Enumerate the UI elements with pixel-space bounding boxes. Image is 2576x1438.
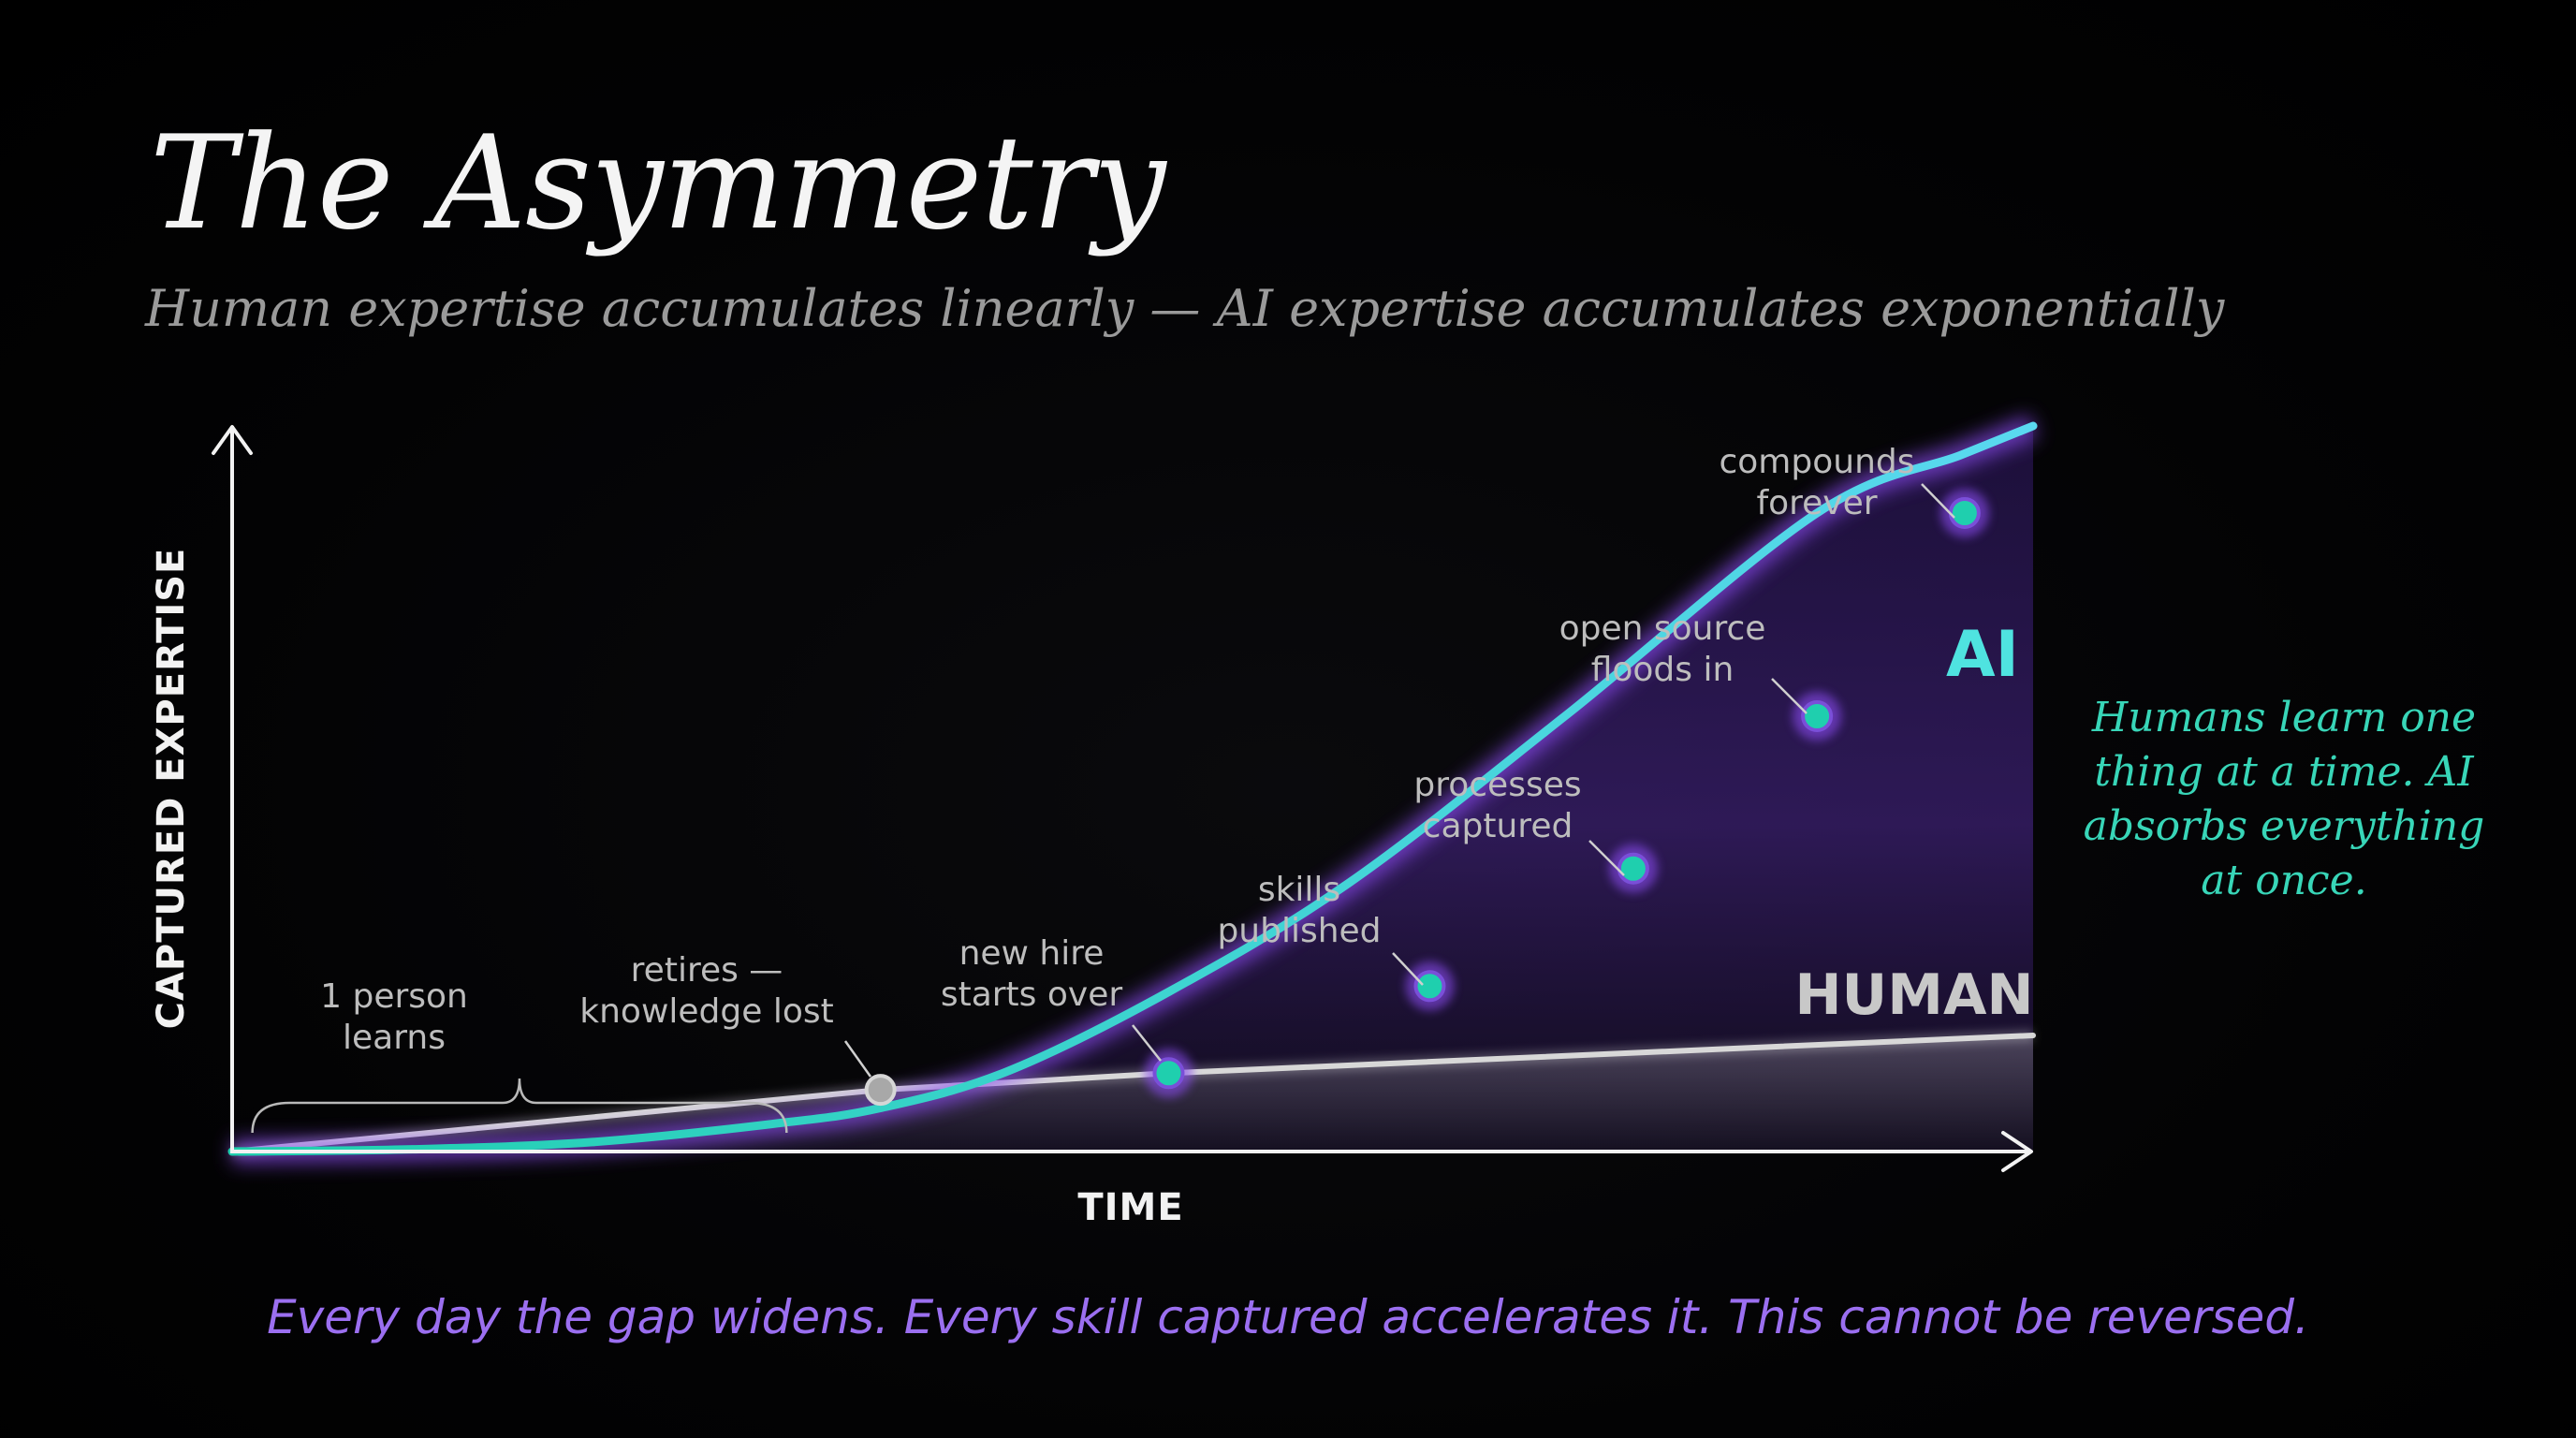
- ai-series-label: AI: [1946, 618, 2019, 692]
- x-axis-arrowhead: [2001, 1131, 2033, 1172]
- annotation-line: learns: [343, 1019, 446, 1057]
- y-axis-arrowhead: [212, 425, 253, 455]
- annotation-leader: [1771, 678, 1808, 714]
- human-point-marker: [864, 1074, 897, 1107]
- y-axis-label: CAPTURED EXPERTISE: [150, 548, 193, 1030]
- annotation-line: skills: [1258, 871, 1340, 909]
- ai-series-line: [227, 421, 2038, 1156]
- annotation-leader: [843, 1040, 872, 1078]
- point-annotation-label: processes captured: [1413, 766, 1581, 845]
- annotation-line: knowledge lost: [579, 992, 833, 1031]
- ai-point-marker: [1948, 497, 1981, 529]
- slide-title: The Asymmetry: [150, 108, 1166, 258]
- annotation-line: published: [1217, 912, 1381, 950]
- annotation-leader: [1132, 1024, 1162, 1062]
- x-axis-label: TIME: [1077, 1186, 1183, 1229]
- human-series-line: [229, 1033, 2036, 1154]
- annotation-line: compounds: [1719, 443, 1914, 481]
- point-annotation-label: open source floods in: [1559, 609, 1766, 689]
- point-annotation-label: new hire starts over: [941, 934, 1123, 1014]
- ai-point-marker: [1413, 970, 1446, 1003]
- footer-tagline: Every day the gap widens. Every skill ca…: [267, 1290, 2309, 1344]
- slide-subtitle: Human expertise accumulates linearly — A…: [145, 279, 2225, 338]
- annotation-line: floods in: [1591, 651, 1734, 689]
- annotation-leader: [1921, 483, 1955, 519]
- ai-point-marker: [1801, 700, 1834, 732]
- annotation-leader: [1588, 840, 1625, 876]
- annotation-line: starts over: [941, 976, 1123, 1014]
- ai-area-fill: [232, 426, 2033, 1152]
- learn-span-brace: [251, 1078, 788, 1134]
- point-annotation-label: compounds forever: [1719, 443, 1914, 522]
- annotation-line: captured: [1423, 807, 1573, 845]
- brace-annotation-label: 1 person learns: [320, 977, 468, 1057]
- point-annotation-label: skills published: [1217, 871, 1381, 950]
- annotation-line: 1 person: [320, 977, 468, 1016]
- ai-point-marker: [1152, 1057, 1185, 1090]
- annotation-leader: [1392, 952, 1424, 986]
- point-annotation-label: retires — knowledge lost: [579, 951, 833, 1031]
- ai-point-marker: [1617, 852, 1649, 885]
- callout-text: Humans learn one thing at a time. AI abs…: [2083, 694, 2485, 904]
- annotation-line: retires —: [631, 951, 783, 990]
- annotation-line: open source: [1559, 609, 1766, 648]
- annotation-line: new hire: [959, 934, 1105, 973]
- annotation-line: forever: [1756, 484, 1877, 522]
- annotation-line: processes: [1413, 766, 1581, 804]
- human-series-label: HUMAN: [1794, 962, 2033, 1028]
